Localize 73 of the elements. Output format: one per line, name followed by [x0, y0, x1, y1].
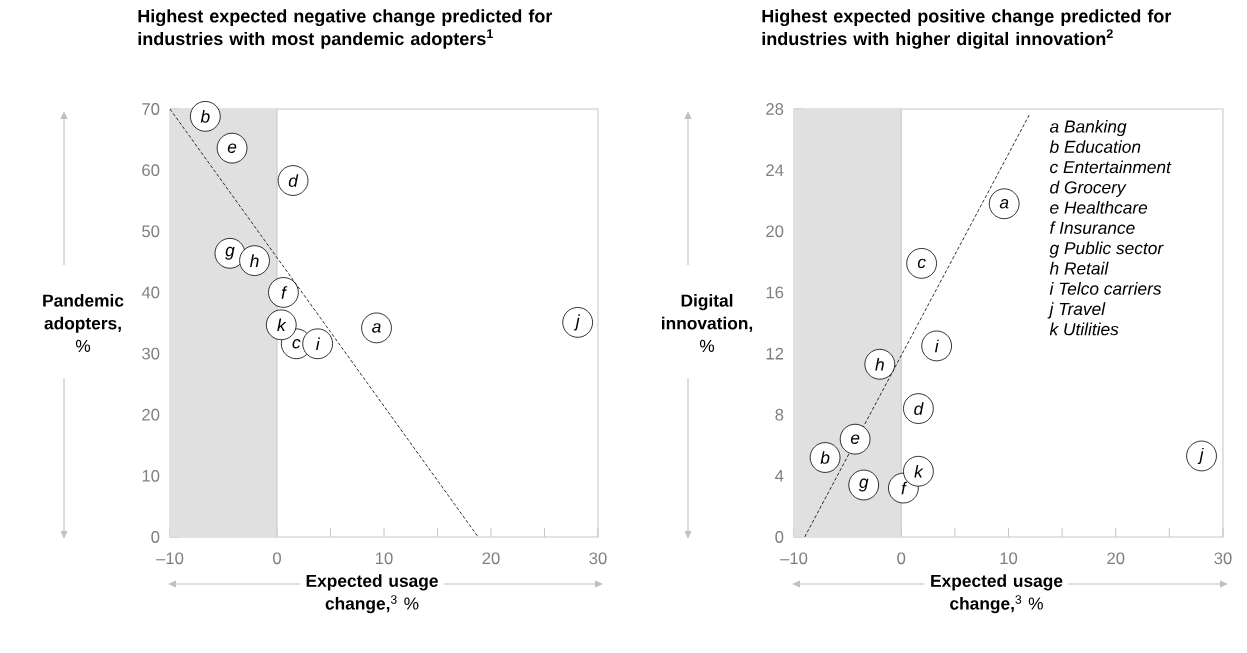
- y-tick-label: 60: [142, 164, 160, 177]
- point: [302, 328, 333, 360]
- annotation: f: [281, 286, 288, 299]
- y-axis-title: Digital innovation, %: [662, 293, 753, 352]
- annotation: i: [316, 337, 320, 351]
- annotation: j Travel: [1047, 302, 1106, 319]
- annotation: d Grocery: [1050, 180, 1127, 197]
- point: [921, 330, 952, 362]
- annotation: d: [914, 402, 924, 415]
- y-tick-label: 4: [775, 470, 784, 482]
- point: [988, 188, 1020, 220]
- annotation: b: [820, 451, 830, 464]
- annotation: h Retail: [1049, 261, 1109, 275]
- point: [839, 423, 871, 455]
- y-tick-label: 20: [766, 225, 784, 238]
- y-tick-label: 0: [775, 531, 784, 543]
- x-tick-label: –10: [780, 552, 808, 565]
- annotation: c: [292, 339, 301, 349]
- x-tick-label: –10: [156, 552, 184, 565]
- y-tick-label: 8: [775, 408, 784, 421]
- x-tick-label: 30: [1214, 552, 1232, 565]
- y-tick-label: 28: [766, 103, 784, 115]
- annotation: f: [901, 481, 908, 495]
- chart-title: Highest expected negative change predicted for industries with most pandemic adopters$^{1}$: [138, 9, 553, 49]
- y-tick-label: 10: [142, 469, 160, 482]
- annotation: e: [850, 434, 860, 444]
- annotation: a: [999, 199, 1009, 209]
- annotation: b Education: [1049, 140, 1141, 153]
- annotation: j: [1197, 447, 1204, 465]
- x-tick-label: 10: [376, 552, 393, 565]
- x-tick-label: 30: [589, 552, 607, 565]
- annotation: c: [917, 258, 926, 269]
- annotation: c Entertainment: [1050, 160, 1172, 174]
- annotation: a Banking: [1049, 119, 1127, 137]
- y-tick-label: 16: [766, 286, 784, 299]
- annotation: g: [858, 478, 869, 492]
- annotation: k Utilities: [1049, 322, 1119, 336]
- point: [216, 132, 248, 164]
- annotation: g Public sector: [1049, 241, 1164, 258]
- annotation: e: [227, 143, 237, 153]
- x-tick-label: 20: [1107, 552, 1125, 565]
- x-axis-title: Expected usage change,$^{3}$ %: [306, 574, 438, 614]
- x-tick-label: 0: [273, 552, 281, 565]
- annotation: b: [200, 109, 210, 123]
- annotation: g: [225, 246, 235, 260]
- annotation: h: [875, 357, 884, 371]
- annotation: a: [372, 323, 381, 333]
- annotation: d: [288, 174, 299, 187]
- y-tick-label: 30: [142, 347, 160, 360]
- point: [906, 248, 937, 279]
- y-tick-label: 40: [141, 286, 160, 299]
- annotation: i: [934, 339, 939, 353]
- x-tick-label: 0: [897, 552, 906, 565]
- point: [268, 277, 299, 308]
- y-tick-label: 50: [142, 225, 160, 238]
- annotation: i Telco carriers: [1049, 282, 1162, 295]
- y-tick-label: 0: [151, 531, 160, 543]
- x-axis-title: Expected usage change,$^{3}$ %: [931, 574, 1063, 614]
- x-tick-label: 20: [482, 552, 500, 565]
- y-tick-label: 24: [766, 164, 784, 176]
- y-axis-title: Pandemic adopters, %: [43, 293, 124, 352]
- x-tick-label: 10: [1000, 552, 1018, 565]
- y-tick-label: 20: [142, 408, 160, 421]
- y-tick-label: 70: [142, 103, 160, 115]
- annotation: k: [277, 318, 287, 332]
- y-tick-label: 12: [766, 347, 784, 360]
- annotation: j: [573, 314, 580, 331]
- chart-title: Highest expected positive change predicted for industries with higher digital innovation$^{2}$: [762, 9, 1172, 49]
- annotation: e Healthcare: [1050, 201, 1148, 214]
- annotation: h: [250, 254, 259, 267]
- annotation: k: [914, 464, 924, 478]
- annotation: f Insurance: [1050, 221, 1135, 235]
- point: [361, 312, 392, 344]
